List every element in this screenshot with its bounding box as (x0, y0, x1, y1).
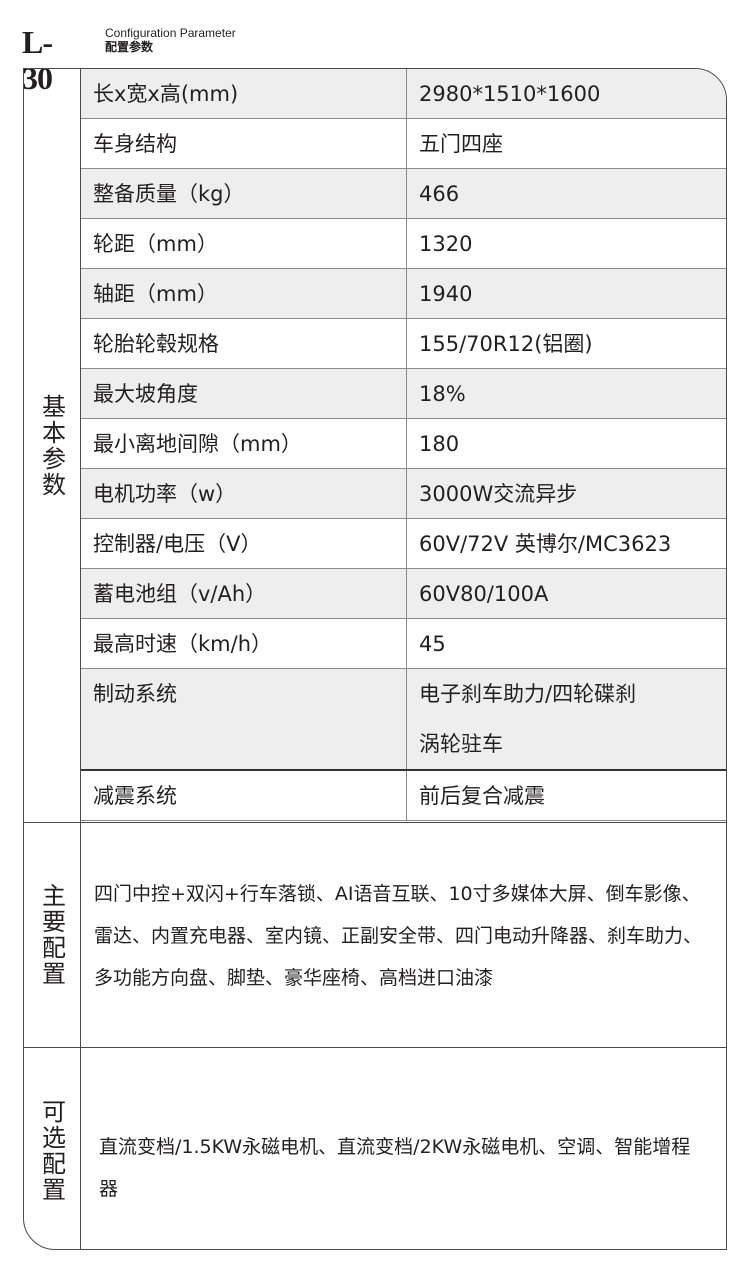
spec-key: 轮胎轮毂规格 (93, 332, 219, 356)
spec-value: 45 (406, 619, 726, 668)
spec-value-line: 60V80/100A (419, 582, 549, 606)
spec-value: 1320 (406, 219, 726, 268)
spec-value: 60V/72V 英博尔/MC3623 (406, 519, 726, 568)
spec-value-line: 电子刹车助力/四轮碟刹 (419, 682, 637, 706)
spec-value-line: 155/70R12(铝圈) (419, 332, 593, 356)
spec-value: 180 (406, 419, 726, 468)
spec-row: 电机功率（w） 3000W交流异步 (81, 469, 726, 519)
spec-row: 最高时速（km/h） 45 (81, 619, 726, 669)
optional-config-section: 可选配置 直流变档/1.5KW永磁电机、直流变档/2KW永磁电机、空调、智能增程… (24, 1047, 726, 1249)
spec-value: 2980*1510*1600 (406, 69, 726, 118)
spec-key: 蓄电池组（v/Ah） (93, 582, 267, 606)
spec-value-line: 前后复合减震 (419, 784, 545, 808)
main-config-label-text: 主要配置 (37, 883, 66, 987)
spec-key: 减震系统 (93, 784, 177, 808)
spec-key: 电机功率（w） (93, 482, 237, 506)
basic-section-label: 基本参数 (24, 69, 81, 822)
spec-value-line: 60V/72V 英博尔/MC3623 (419, 532, 672, 556)
spec-row: 制动系统 电子刹车助力/四轮碟刹 涡轮驻车 (81, 669, 726, 771)
spec-row: 轮胎轮毂规格 155/70R12(铝圈) (81, 319, 726, 369)
spec-value: 3000W交流异步 (406, 469, 726, 518)
spec-key: 最大坡角度 (93, 382, 198, 406)
spec-value-line: 1940 (419, 282, 473, 306)
spec-row: 长x宽x高(mm) 2980*1510*1600 (81, 69, 726, 119)
spec-value-line: 466 (419, 182, 460, 206)
spec-value-line: 18% (419, 382, 466, 406)
spec-value: 60V80/100A (406, 569, 726, 618)
spec-key: 最高时速（km/h） (93, 632, 273, 656)
spec-key: 最小离地间隙（mm） (93, 432, 302, 456)
basic-label-text: 基本参数 (37, 393, 66, 498)
spec-value-line: 45 (419, 632, 446, 656)
spec-value-line: 3000W交流异步 (419, 482, 578, 506)
spec-value: 18% (406, 369, 726, 418)
spec-value: 电子刹车助力/四轮碟刹 涡轮驻车 (406, 669, 726, 769)
spec-value-line: 五门四座 (419, 132, 503, 156)
spec-value: 五门四座 (406, 119, 726, 168)
subtitle-cn: 配置参数 (105, 40, 154, 54)
main-config-label: 主要配置 (24, 823, 81, 1047)
spec-key: 车身结构 (93, 132, 177, 156)
spec-value: 前后复合减震 (406, 771, 726, 820)
main-config-text: 四门中控+双闪+行车落锁、AI语音互联、10寸多媒体大屏、倒车影像、雷达、内置充… (94, 883, 703, 989)
spec-row: 控制器/电压（V） 60V/72V 英博尔/MC3623 (81, 519, 726, 569)
spec-row: 减震系统 前后复合减震 (81, 771, 726, 821)
spec-key: 轮距（mm） (93, 232, 218, 256)
optional-config-text: 直流变档/1.5KW永磁电机、直流变档/2KW永磁电机、空调、智能增程器 (99, 1136, 691, 1200)
spec-key: 轴距（mm） (93, 282, 218, 306)
spec-key: 制动系统 (93, 682, 177, 706)
spec-key: 整备质量（kg） (93, 182, 245, 206)
spec-value: 466 (406, 169, 726, 218)
main-config-section: 主要配置 四门中控+双闪+行车落锁、AI语音互联、10寸多媒体大屏、倒车影像、雷… (24, 822, 726, 1047)
spec-row: 最小离地间隙（mm） 180 (81, 419, 726, 469)
spec-value: 155/70R12(铝圈) (406, 319, 726, 368)
spec-table: 基本参数 长x宽x高(mm) 2980*1510*1600 车身结构 五门四座整备质量… (23, 68, 727, 1250)
spec-value-line: 2980*1510*1600 (419, 82, 601, 106)
spec-row: 轴距（mm） 1940 (81, 269, 726, 319)
spec-value-line: 180 (419, 432, 460, 456)
subtitle-en: Configuration Parameter (105, 26, 236, 40)
optional-config-label-text: 可选配置 (37, 1098, 66, 1203)
spec-value: 1940 (406, 269, 726, 318)
spec-row: 车身结构 五门四座 (81, 119, 726, 169)
optional-config-label: 可选配置 (24, 1048, 81, 1249)
spec-row: 最大坡角度 18% (81, 369, 726, 419)
spec-key: 控制器/电压（V） (93, 532, 262, 556)
spec-value-line: 涡轮驻车 (419, 732, 503, 756)
spec-value-line: 1320 (419, 232, 473, 256)
spec-key: 长x宽x高(mm) (93, 82, 239, 106)
spec-row: 整备质量（kg） 466 (81, 169, 726, 219)
spec-row: 轮距（mm） 1320 (81, 219, 726, 269)
spec-row: 蓄电池组（v/Ah） 60V80/100A (81, 569, 726, 619)
